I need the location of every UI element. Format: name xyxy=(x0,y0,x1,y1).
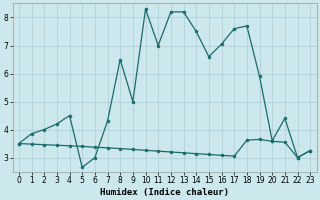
X-axis label: Humidex (Indice chaleur): Humidex (Indice chaleur) xyxy=(100,188,229,197)
